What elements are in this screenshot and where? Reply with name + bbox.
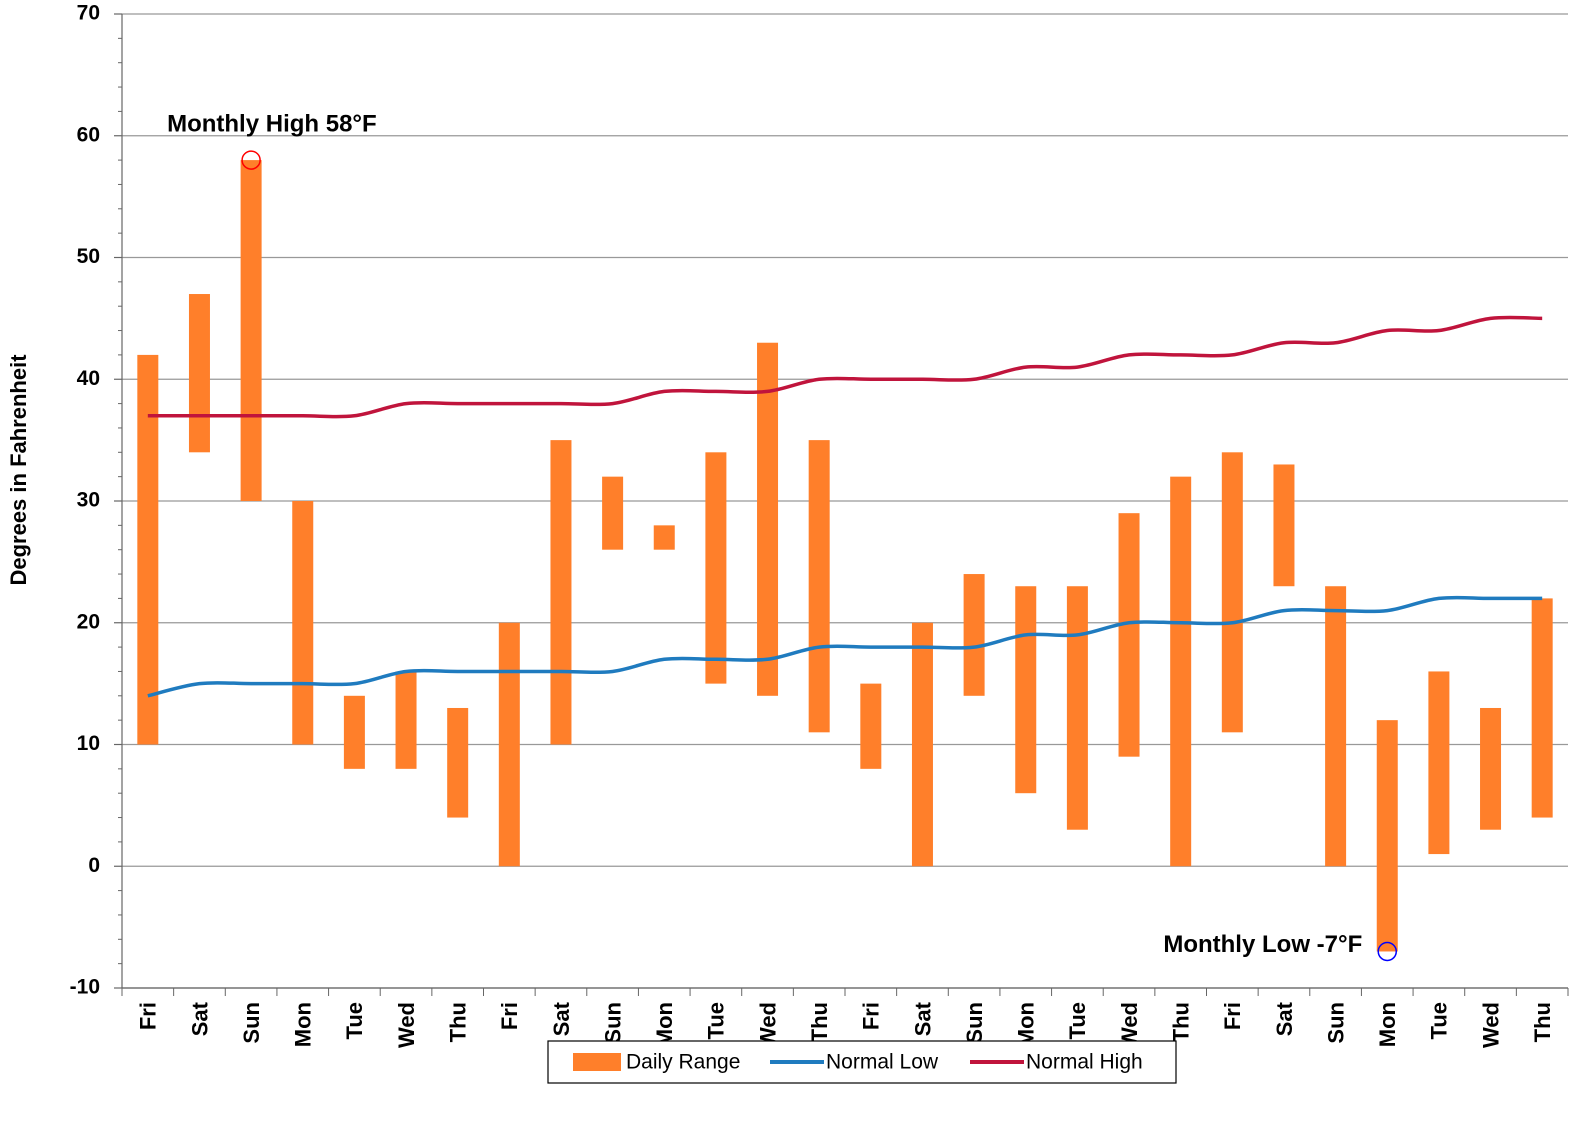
legend-label: Normal High [1026,1051,1143,1074]
y-tick-label: 70 [77,2,100,25]
range-bar [550,440,572,745]
x-tick-label: Thu [1168,1002,1193,1042]
x-tick-label: Thu [1530,1002,1555,1042]
y-axis-label: Degrees in Fahrenheit [6,354,31,586]
x-tick-label: Mon [291,1002,316,1047]
range-bar [1221,452,1243,733]
range-bar [240,160,262,501]
range-bar [1066,586,1088,830]
x-tick-label: Sat [549,1001,574,1036]
range-bar [705,452,727,684]
legend-box [547,1040,1177,1084]
range-bar [1325,586,1347,867]
range-bar [808,440,830,733]
range-bar [1118,513,1140,757]
x-tick-label: Tue [342,1002,367,1039]
range-bar [447,707,469,818]
legend-label: Daily Range [626,1051,740,1074]
x-tick-label: Sat [910,1001,935,1036]
x-tick-label: Sun [962,1002,987,1044]
x-tick-label: Mon [652,1002,677,1047]
range-bar [292,501,314,745]
high-marker [241,150,261,170]
annotation: Monthly High 58°F [167,110,377,137]
range-bar [1428,671,1450,855]
x-tick-label: Sat [1272,1001,1297,1036]
legend-swatch [573,1053,621,1071]
range-bar [1376,720,1398,952]
x-tick-label: Mon [1014,1002,1039,1047]
y-tick-label: 10 [77,732,100,755]
range-bar [653,525,675,550]
line [147,315,1543,419]
x-tick-label: Sun [600,1002,625,1044]
x-tick-label: Fri [859,1002,884,1030]
x-tick-label: Sun [1323,1002,1348,1044]
x-tick-label: Mon [1375,1002,1400,1047]
y-tick-label: -10 [70,976,100,999]
range-bar [1170,476,1192,867]
x-tick-label: Tue [1065,1002,1090,1039]
range-bar [757,342,779,696]
y-tick-label: 0 [88,854,100,877]
range-bar [911,622,933,867]
range-bar [602,476,624,550]
x-tick-label: Sat [187,1001,212,1036]
range-bar [1480,707,1502,830]
x-tick-label: Wed [1478,1002,1503,1048]
x-tick-label: Wed [1117,1002,1142,1048]
x-tick-label: Wed [755,1002,780,1048]
line [147,595,1543,698]
annotation: Monthly Low -7°F [1163,931,1362,958]
range-bar [395,671,417,769]
x-tick-label: Thu [807,1002,832,1042]
range-bar [498,622,520,867]
y-tick-label: 60 [77,123,100,146]
y-tick-label: 40 [77,367,100,390]
range-bar [860,683,882,769]
range-bar [1531,598,1553,818]
y-tick-label: 30 [77,489,100,512]
x-tick-label: Tue [1427,1002,1452,1039]
x-tick-label: Fri [1220,1002,1245,1030]
range-bar [963,574,985,696]
x-tick-label: Fri [497,1002,522,1030]
range-bar [188,294,210,453]
y-tick-label: 20 [77,610,100,633]
range-bar [137,354,159,745]
legend-label: Normal Low [826,1051,939,1074]
y-tick-label: 50 [77,245,100,268]
x-tick-label: Wed [394,1002,419,1048]
range-bar [1015,586,1037,794]
range-bar [1273,464,1295,587]
range-bar [343,695,365,769]
x-tick-label: Thu [445,1002,470,1042]
x-tick-label: Sun [239,1002,264,1044]
x-tick-label: Fri [136,1002,161,1030]
x-tick-label: Tue [704,1002,729,1039]
low-marker [1377,941,1397,962]
